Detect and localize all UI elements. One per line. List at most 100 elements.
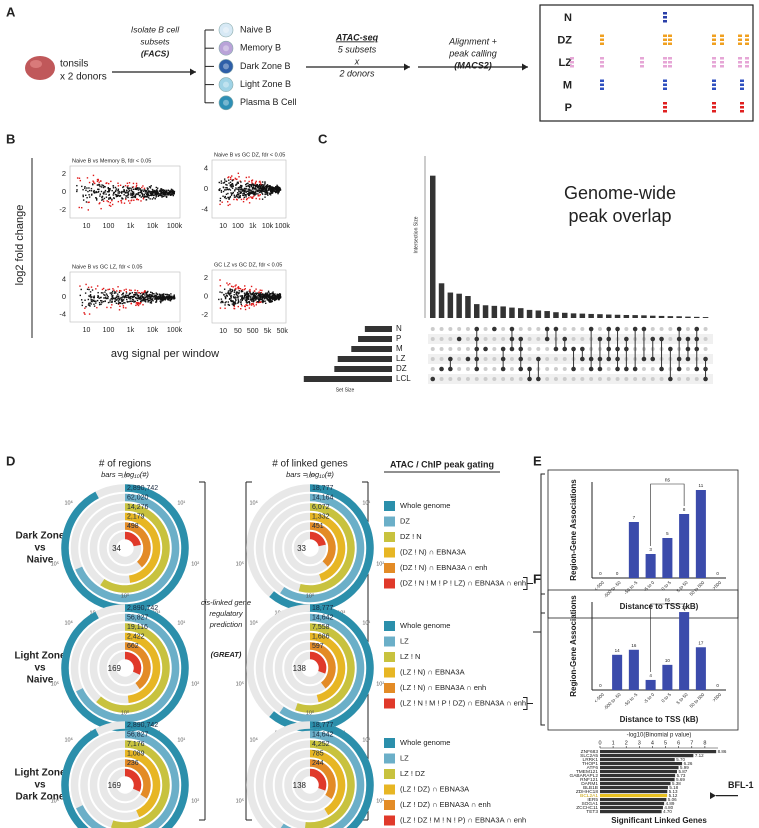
scatter-point <box>275 298 277 301</box>
scatter-point <box>225 189 227 191</box>
matrix-dot-empty <box>685 327 690 331</box>
scatter-point <box>258 185 260 188</box>
scatter-point <box>247 292 249 295</box>
matrix-dot <box>606 356 612 362</box>
matrix-dot <box>474 346 480 352</box>
scatter-point <box>170 194 172 196</box>
scatter-point <box>231 179 234 181</box>
label: ns <box>665 477 671 483</box>
scatter-point <box>159 193 161 195</box>
scatter-point <box>124 192 126 194</box>
scatter-point <box>277 188 279 191</box>
scatter-point <box>121 191 123 193</box>
matrix-dot-empty <box>553 367 558 371</box>
scatter-point <box>160 190 162 193</box>
scatter-point <box>239 295 242 297</box>
value-label: 31 <box>682 605 688 610</box>
peak <box>745 57 749 60</box>
column-title: ATAC / ChIP peak gating <box>390 459 494 469</box>
scatter-point <box>135 186 138 188</box>
scatter-point <box>266 293 268 295</box>
scatter-point <box>248 294 250 297</box>
scatter-point <box>248 187 251 189</box>
scatter-point <box>121 298 123 300</box>
scatter-point <box>269 297 272 299</box>
ring-bar <box>309 642 336 689</box>
x-tick-label: 5k <box>264 328 272 335</box>
scatter-point <box>115 292 117 294</box>
scatter-point <box>101 288 104 291</box>
scatter-point <box>242 200 245 203</box>
scatter-point <box>117 286 119 288</box>
scatter-point <box>264 192 267 194</box>
scatter-point <box>146 295 148 297</box>
scatter-point <box>254 184 257 187</box>
scatter-point <box>263 188 266 190</box>
matrix-dot <box>553 326 559 332</box>
matrix-dot-empty <box>659 377 664 381</box>
scatter-point <box>157 298 159 300</box>
scatter-point <box>228 182 230 184</box>
matrix-dot <box>571 346 576 352</box>
scatter-point <box>225 193 228 195</box>
gene-label: RNF121 <box>580 777 598 783</box>
scatter-point <box>259 295 261 298</box>
scatter-point <box>148 194 150 197</box>
scatter-point <box>268 294 270 297</box>
cell-nucleus <box>223 81 229 88</box>
scatter-point <box>240 198 243 201</box>
matrix-dot-empty <box>518 377 523 381</box>
y-tick-label: 0 <box>204 291 208 300</box>
scatter-point <box>273 187 275 190</box>
scatter-point <box>131 186 134 188</box>
scatter-point <box>135 182 138 185</box>
label: Naive B vs Memory B, fdr < 0.05 <box>72 158 151 164</box>
scatter-point <box>266 295 268 297</box>
value-label: 0 <box>716 683 719 688</box>
scatter-point <box>105 289 107 292</box>
scatter-point <box>243 192 245 195</box>
scale-label: 10⁰ <box>121 472 130 479</box>
matrix-dot-empty <box>624 377 629 381</box>
scatter-point <box>248 197 250 199</box>
y-tick-label: 0 <box>62 187 66 196</box>
scatter-point <box>78 177 81 179</box>
scatter-point <box>257 296 259 298</box>
scatter-point <box>267 189 270 191</box>
gene-label: BCL2A1 <box>580 793 598 799</box>
ring-label: 34 <box>112 544 121 553</box>
scatter-point <box>261 181 264 183</box>
scatter-point <box>269 185 272 188</box>
scatter-point <box>266 193 268 195</box>
scatter-point <box>241 296 243 299</box>
scale-label: 10⁰ <box>306 472 315 479</box>
scatter-point <box>79 179 82 182</box>
scatter-point <box>136 301 138 304</box>
scatter-point <box>131 190 134 193</box>
scatter-point <box>238 193 240 195</box>
scale-label: 10⁶ <box>65 620 73 627</box>
scale-label: 10² <box>376 561 384 567</box>
matrix-dot-empty <box>668 327 673 331</box>
scatter-point <box>87 304 90 306</box>
scatter-point <box>137 297 139 300</box>
matrix-dot-empty <box>580 377 585 381</box>
scatter-point <box>262 293 264 296</box>
bar <box>600 810 662 814</box>
scatter-point <box>111 189 113 192</box>
scatter-point <box>104 189 107 192</box>
scatter-point <box>173 296 176 299</box>
scatter-point <box>255 190 257 193</box>
scatter-point <box>115 299 117 301</box>
scatter-point <box>95 300 97 302</box>
scatter-point <box>245 187 247 190</box>
scatter-point <box>125 198 127 201</box>
bar <box>600 786 668 790</box>
scatter-point <box>89 291 92 293</box>
bar <box>694 316 700 318</box>
scatter-point <box>233 296 235 299</box>
scatter-point <box>115 195 118 198</box>
scale-label: 10² <box>376 681 384 687</box>
scatter-point <box>126 192 128 194</box>
scatter-point <box>143 196 145 198</box>
